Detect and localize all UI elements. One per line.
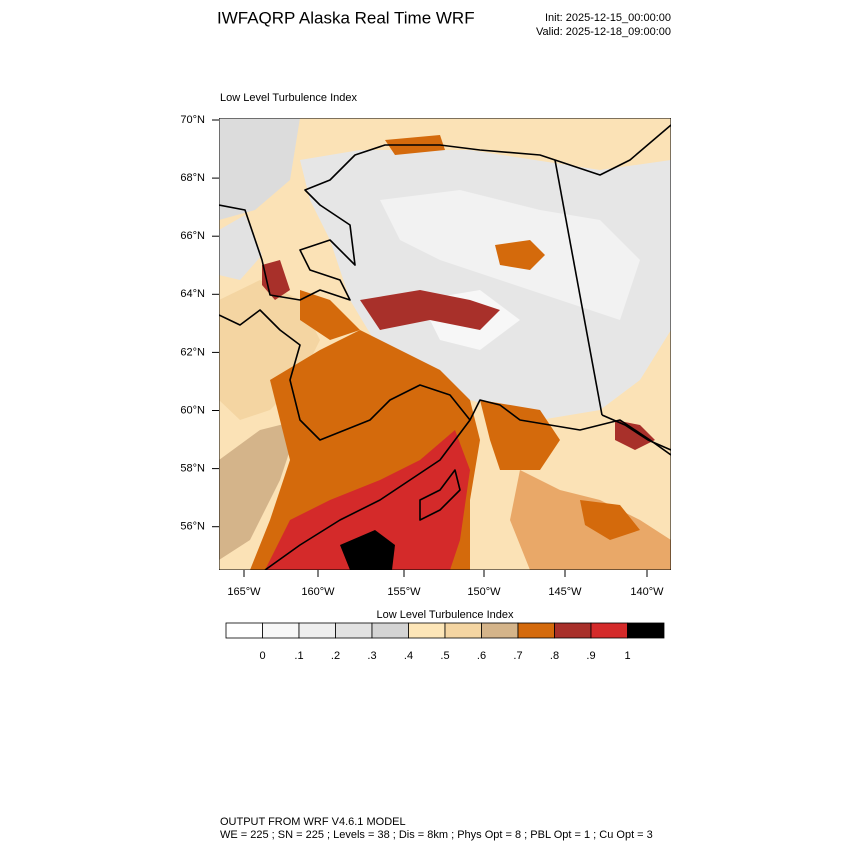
colorbar-label: 0 [259, 650, 265, 662]
valid-time: Valid: 2025-12-18_09:00:00 [536, 26, 671, 38]
colorbar-label: .2 [331, 650, 340, 662]
colorbar-swatch [298, 622, 336, 639]
page-title: IWFAQRP Alaska Real Time WRF [217, 8, 475, 27]
colorbar-title: Low Level Turbulence Index [377, 609, 514, 621]
colorbar-label: .8 [550, 650, 559, 662]
colorbar-label: .5 [440, 650, 449, 662]
map-title: Low Level Turbulence Index [220, 92, 357, 104]
colorbar: 0 .1 .2 .3 .4 .5 .6 .7 .8 .9 1 [225, 622, 665, 662]
colorbar-label: 1 [624, 650, 630, 662]
lat-label: 56°N [180, 521, 205, 533]
colorbar-swatch [590, 622, 628, 639]
colorbar-label: .7 [513, 650, 522, 662]
lon-label: 155°W [387, 586, 421, 598]
lon-label: 160°W [301, 586, 335, 598]
colorbar-swatch [371, 622, 409, 639]
colorbar-label: .3 [367, 650, 376, 662]
map-field [219, 118, 671, 570]
lat-label: 58°N [180, 463, 205, 475]
colorbar-swatch [554, 622, 592, 639]
lat-label: 64°N [180, 288, 205, 300]
lat-label: 68°N [180, 172, 205, 184]
lat-label: 62°N [180, 346, 205, 358]
colorbar-swatch [481, 622, 519, 639]
footer-line: OUTPUT FROM WRF V4.6.1 MODEL [220, 816, 406, 828]
colorbar-swatch [517, 622, 555, 639]
colorbar-swatch [408, 622, 446, 639]
lat-label: 66°N [180, 230, 205, 242]
lon-label: 165°W [227, 586, 261, 598]
lon-label: 140°W [630, 586, 664, 598]
lat-label: 70°N [180, 114, 205, 126]
footer-line: WE = 225 ; SN = 225 ; Levels = 38 ; Dis … [220, 829, 653, 841]
lon-label: 150°W [467, 586, 501, 598]
lon-label: 145°W [548, 586, 582, 598]
colorbar-swatch [444, 622, 482, 639]
colorbar-label: .4 [404, 650, 413, 662]
colorbar-label: .1 [294, 650, 303, 662]
colorbar-label: .9 [586, 650, 595, 662]
colorbar-swatch [262, 622, 300, 639]
lon-labels: 165°W 160°W 155°W 150°W 145°W 140°W [227, 570, 664, 598]
colorbar-swatch [627, 622, 665, 639]
colorbar-label: .6 [477, 650, 486, 662]
lat-label: 60°N [180, 404, 205, 416]
colorbar-swatch [225, 622, 263, 639]
colorbar-swatch [335, 622, 373, 639]
init-time: Init: 2025-12-15_00:00:00 [545, 12, 671, 24]
lat-labels: 70°N 68°N 66°N 64°N 62°N 60°N 58°N 56°N [180, 114, 219, 533]
